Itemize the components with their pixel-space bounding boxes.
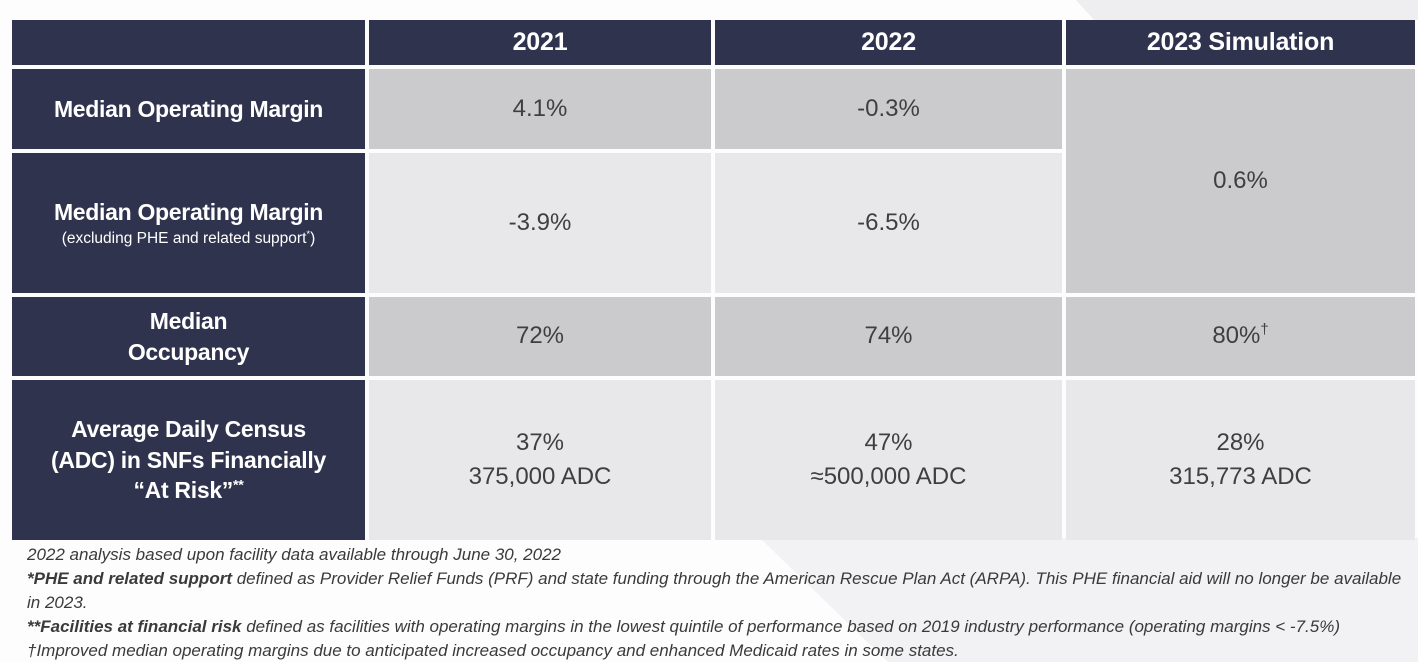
footnote-prefix: **Facilities at financial risk bbox=[27, 617, 242, 636]
cell-value: 4.1% bbox=[512, 94, 568, 122]
cell-occupancy-2022: 74% bbox=[715, 297, 1062, 376]
cell-value: 80% bbox=[1212, 322, 1261, 350]
footnote-phe-definition: *PHE and related support defined as Prov… bbox=[27, 567, 1407, 615]
cell-operating-margin-2023-merged: 0.6% bbox=[1066, 69, 1415, 293]
cell-value: -6.5% bbox=[857, 208, 920, 236]
row-label-text: Average Daily Census (ADC) in SNFs Finan… bbox=[51, 416, 326, 504]
header-empty-cell bbox=[12, 20, 365, 65]
snf-financial-metrics-table: 2021 2022 2023 Simulation Median Operati… bbox=[12, 20, 1415, 540]
dagger-superscript: † bbox=[1260, 322, 1269, 339]
cell-operating-margin-excl-phe-2022: -6.5% bbox=[715, 153, 1062, 293]
row-label-wrap: Average Daily Census (ADC) in SNFs Finan… bbox=[51, 414, 326, 505]
row-label-average-daily-census: Average Daily Census (ADC) in SNFs Finan… bbox=[12, 380, 365, 540]
cell-occupancy-2023: 80%† bbox=[1066, 297, 1415, 376]
cell-adc-2021: 37% 375,000 ADC bbox=[369, 380, 711, 540]
cell-value: 47% ≈500,000 ADC bbox=[810, 428, 967, 490]
header-2023-label: 2023 Simulation bbox=[1146, 28, 1335, 56]
cell-value: 37% 375,000 ADC bbox=[468, 428, 612, 490]
cell-value: 0.6% bbox=[1213, 166, 1268, 194]
cell-occupancy-2021: 72% bbox=[369, 297, 711, 376]
footnote-financial-risk-definition: **Facilities at financial risk defined a… bbox=[27, 615, 1407, 639]
footnote-analysis-date: 2022 analysis based upon facility data a… bbox=[27, 543, 1407, 567]
cell-adc-2023: 28% 315,773 ADC bbox=[1066, 380, 1415, 540]
row-label-text: Median Operating Margin bbox=[53, 199, 324, 226]
cell-operating-margin-2022: -0.3% bbox=[715, 69, 1062, 149]
row-label-median-operating-margin: Median Operating Margin bbox=[12, 69, 365, 149]
footnote-text: defined as facilities with operating mar… bbox=[241, 617, 1340, 636]
row-sublabel-close: ) bbox=[310, 230, 316, 248]
cell-value: 28% 315,773 ADC bbox=[1169, 428, 1312, 490]
cell-operating-margin-2021: 4.1% bbox=[369, 69, 711, 149]
cell-value-line: 80%† bbox=[1212, 319, 1268, 353]
footnote-text: †Improved median operating margins due t… bbox=[27, 641, 959, 660]
background-diagonal-shape bbox=[760, 538, 1418, 662]
header-2022-label: 2022 bbox=[861, 28, 916, 56]
cell-value: -0.3% bbox=[857, 94, 920, 122]
footnotes: 2022 analysis based upon facility data a… bbox=[27, 543, 1407, 662]
row-sublabel: (excluding PHE and related support*) bbox=[62, 230, 316, 249]
row-sublabel-text: (excluding PHE and related support bbox=[61, 230, 307, 248]
header-2021-label: 2021 bbox=[512, 28, 568, 56]
footnote-improved-margins: †Improved median operating margins due t… bbox=[27, 639, 1407, 662]
footnote-text: defined as Provider Relief Funds (PRF) a… bbox=[27, 569, 1402, 612]
cell-adc-2022: 47% ≈500,000 ADC bbox=[715, 380, 1062, 540]
row-label-median-occupancy: Median Occupancy bbox=[12, 297, 365, 376]
row-label-median-operating-margin-excl-phe: Median Operating Margin (excluding PHE a… bbox=[12, 153, 365, 293]
row-label-text: Median Operating Margin bbox=[53, 95, 324, 122]
double-asterisk-superscript: ** bbox=[233, 477, 244, 494]
footnote-text: 2022 analysis based upon facility data a… bbox=[27, 545, 561, 564]
header-2022: 2022 bbox=[715, 20, 1062, 65]
background-corner-band bbox=[1076, 0, 1418, 20]
cell-operating-margin-excl-phe-2021: -3.9% bbox=[369, 153, 711, 293]
header-2021: 2021 bbox=[369, 20, 711, 65]
header-2023-simulation: 2023 Simulation bbox=[1066, 20, 1415, 65]
cell-value: 74% bbox=[864, 322, 913, 350]
cell-value: 72% bbox=[515, 322, 565, 350]
row-label-text: Median Occupancy bbox=[127, 308, 250, 365]
asterisk-superscript: * bbox=[306, 229, 311, 241]
footnote-prefix: *PHE and related support bbox=[27, 569, 232, 588]
cell-value: -3.9% bbox=[508, 208, 572, 236]
